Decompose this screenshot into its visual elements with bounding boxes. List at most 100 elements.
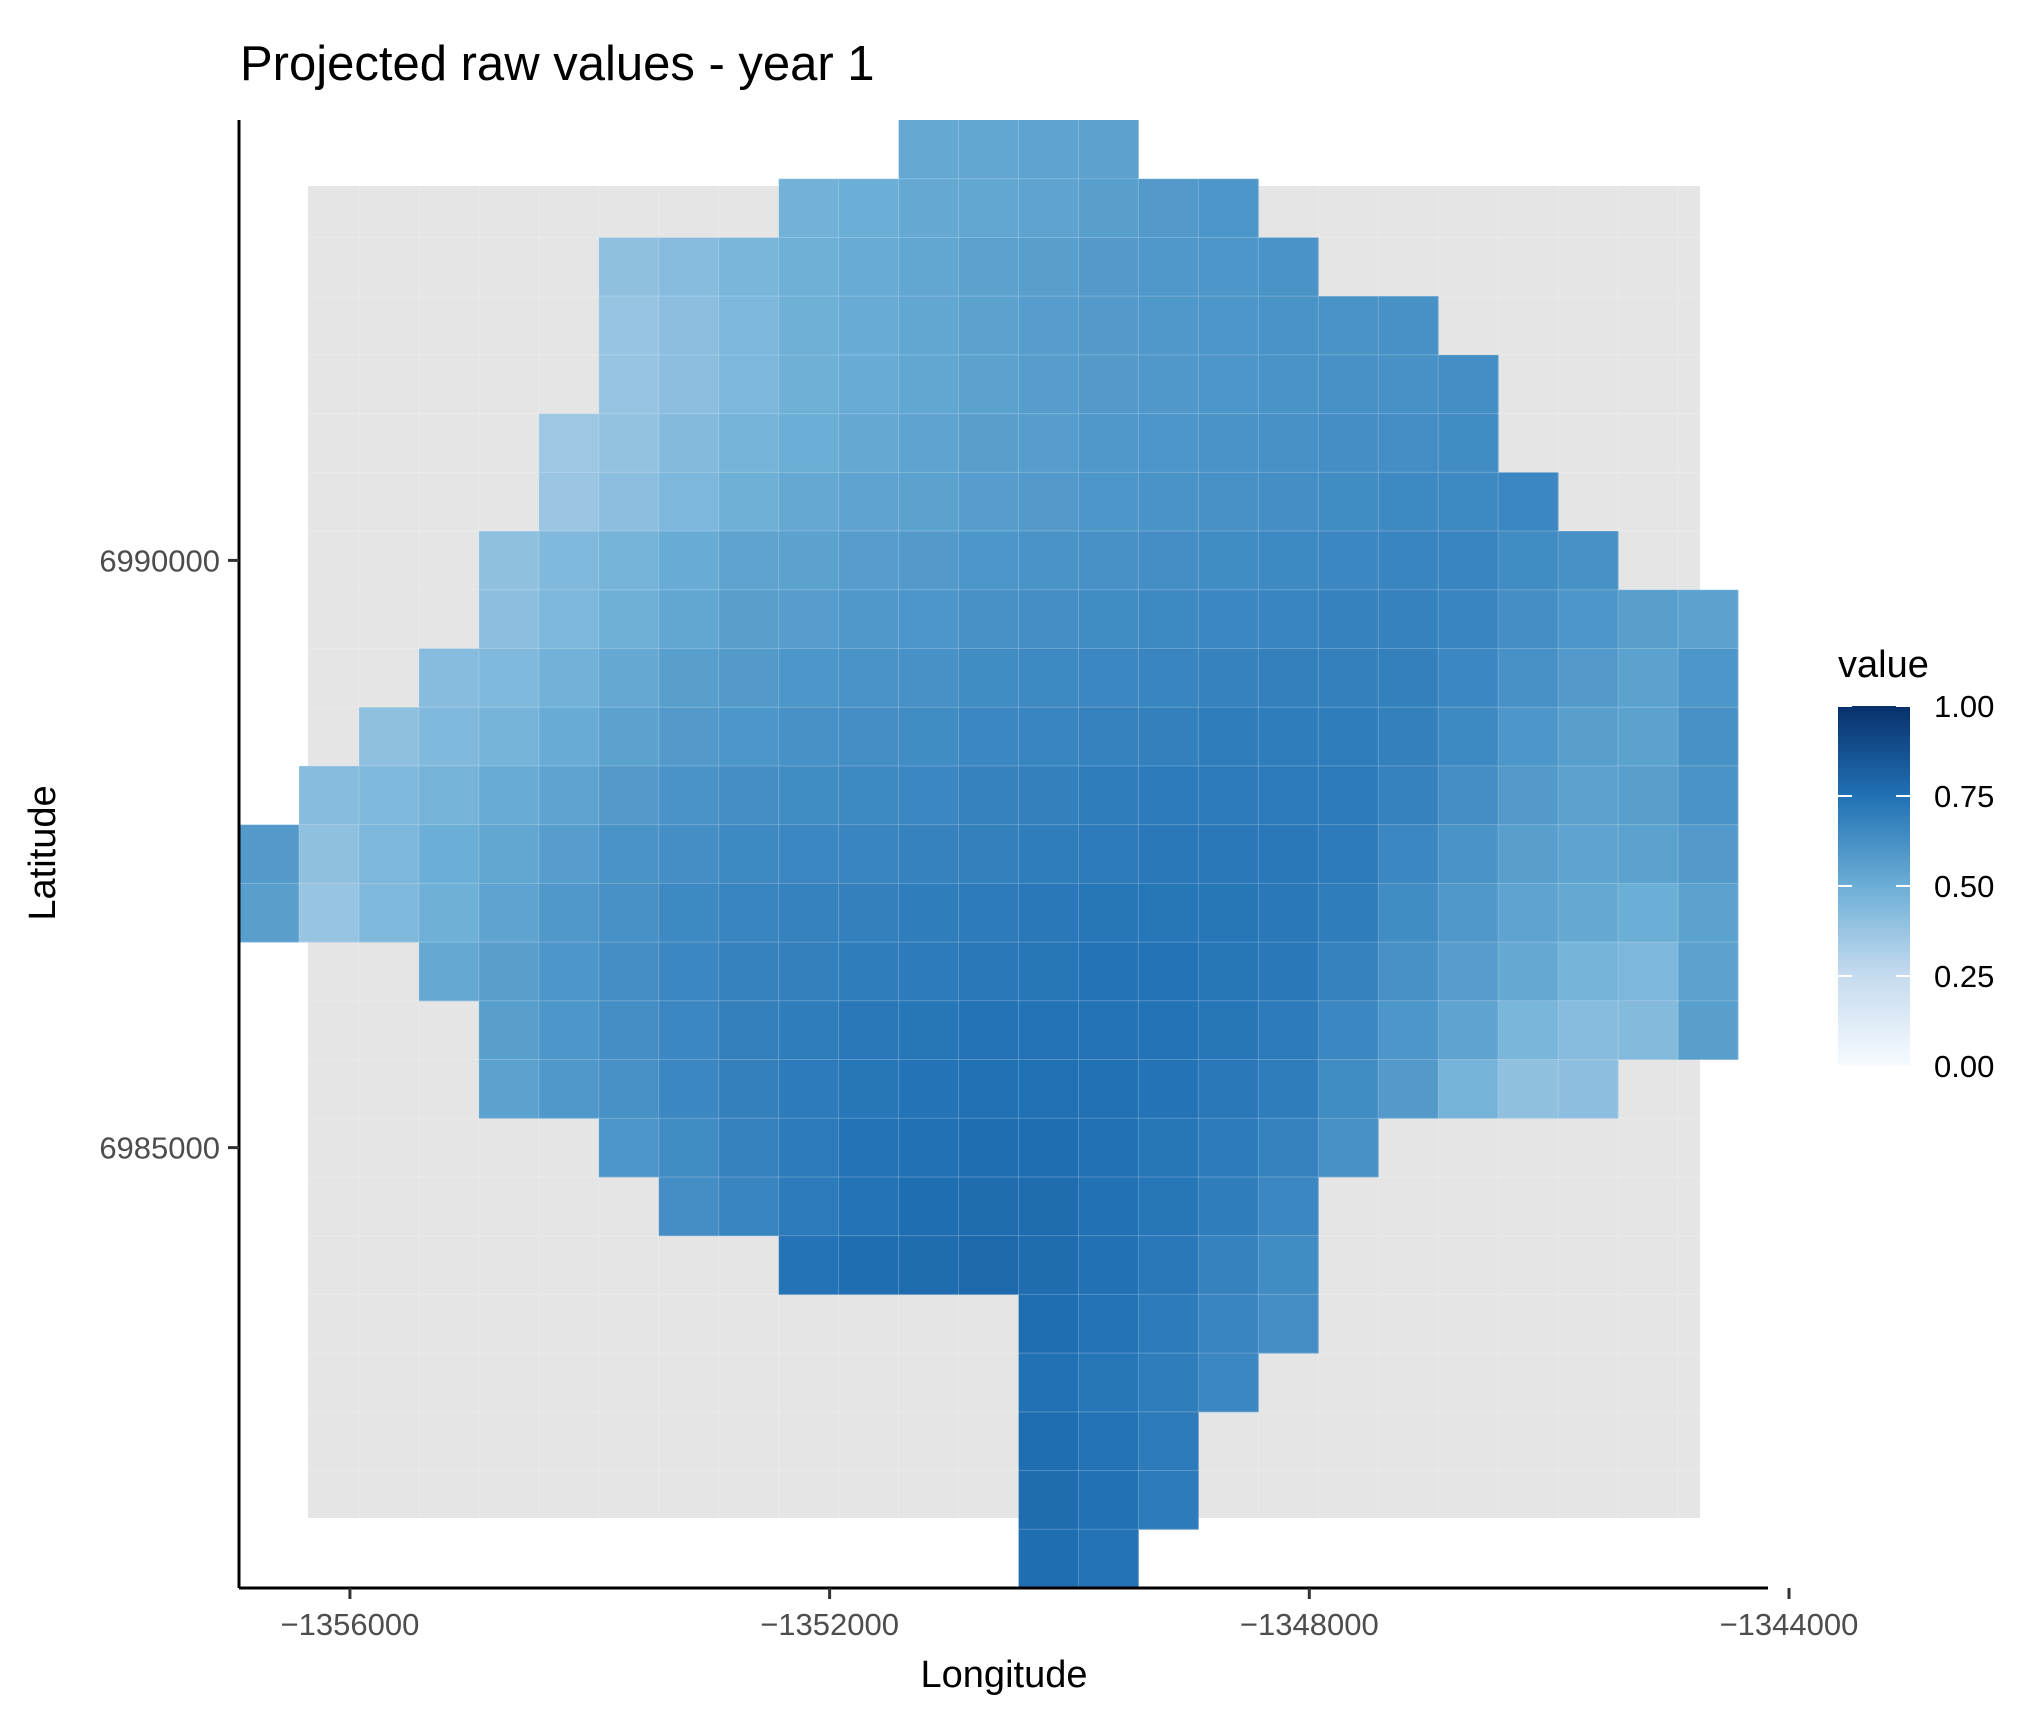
heatmap-cell xyxy=(1378,942,1439,1002)
heatmap-cell xyxy=(718,589,780,649)
heatmap-cell xyxy=(658,354,720,414)
heatmap-cell xyxy=(1018,1176,1079,1237)
heatmap-cell xyxy=(778,413,840,473)
heatmap-cell xyxy=(1018,237,1079,297)
heatmap-cell xyxy=(1618,648,1679,708)
heatmap-cell xyxy=(898,472,959,532)
heatmap-cell xyxy=(418,765,480,826)
heatmap-cell xyxy=(418,942,480,1002)
heatmap-cell xyxy=(1258,942,1319,1002)
heatmap-cell xyxy=(718,413,780,473)
heatmap-cell xyxy=(838,824,899,884)
heatmap-cell xyxy=(1438,589,1499,649)
heatmap-cell xyxy=(1138,531,1199,591)
heatmap-cell xyxy=(1078,1353,1139,1413)
heatmap-cell xyxy=(1258,765,1319,826)
heatmap-cell xyxy=(1018,589,1079,649)
legend-label: 0.25 xyxy=(1934,959,1994,994)
heatmap-cell xyxy=(1558,531,1619,591)
heatmap-cell xyxy=(1438,824,1499,884)
heatmap-cell xyxy=(718,765,780,826)
heatmap-cell xyxy=(1018,1294,1079,1354)
heatmap-cell xyxy=(658,1118,720,1178)
x-axis-title: Longitude xyxy=(921,1654,1088,1696)
heatmap-cell xyxy=(958,589,1019,649)
heatmap-cell xyxy=(1318,472,1379,532)
heatmap-cell xyxy=(1378,413,1439,473)
heatmap-cell xyxy=(1558,824,1619,884)
heatmap-cell xyxy=(1498,707,1559,767)
heatmap-cell xyxy=(778,1235,840,1295)
heatmap-cell xyxy=(1378,589,1439,649)
heatmap-cell xyxy=(1378,824,1439,884)
heatmap-cell xyxy=(958,1059,1019,1119)
heatmap-cell xyxy=(658,472,720,532)
heatmap-cell xyxy=(718,707,780,767)
heatmap-cell xyxy=(1198,531,1259,591)
heatmap-cell xyxy=(1258,707,1319,767)
heatmap-cell xyxy=(1198,1059,1259,1119)
heatmap-cell xyxy=(1018,1118,1079,1178)
heatmap-cell xyxy=(1558,589,1619,649)
heatmap-cell xyxy=(718,354,780,414)
heatmap-cell xyxy=(418,707,480,767)
heatmap-cell xyxy=(1678,824,1739,884)
heatmap-cell xyxy=(1078,824,1139,884)
heatmap-cell xyxy=(1198,824,1259,884)
heatmap-cell xyxy=(658,1059,720,1119)
heatmap-cell xyxy=(1678,883,1739,943)
heatmap-cell xyxy=(1078,1529,1139,1589)
heatmap-cell xyxy=(1198,472,1259,532)
heatmap-cell xyxy=(1438,707,1499,767)
heatmap-cell xyxy=(1558,1000,1619,1060)
heatmap-cell xyxy=(478,765,540,826)
heatmap-cell xyxy=(1438,648,1499,708)
legend-title: value xyxy=(1838,644,1929,686)
heatmap-cell xyxy=(1378,1000,1439,1060)
heatmap-cell xyxy=(1498,883,1559,943)
heatmap-cell xyxy=(1198,413,1259,473)
heatmap-cell xyxy=(1378,883,1439,943)
heatmap-cell xyxy=(1258,824,1319,884)
heatmap-cell xyxy=(1018,1059,1079,1119)
heatmap-cell xyxy=(778,178,840,238)
heatmap-cell xyxy=(1558,883,1619,943)
legend-label: 1.00 xyxy=(1934,689,1994,724)
heatmap-cell xyxy=(358,765,420,826)
heatmap-cell xyxy=(898,531,959,591)
heatmap-cell xyxy=(1078,707,1139,767)
heatmap-cell xyxy=(838,883,899,943)
heatmap-cell xyxy=(958,1176,1019,1237)
heatmap-cell xyxy=(898,354,959,414)
heatmap-cell xyxy=(838,589,899,649)
heatmap-cell xyxy=(658,237,720,297)
heatmap-cell xyxy=(1258,413,1319,473)
heatmap-cell xyxy=(658,824,720,884)
heatmap-cell xyxy=(1078,354,1139,414)
heatmap-cell xyxy=(838,648,899,708)
heatmap-cell xyxy=(718,942,780,1002)
heatmap-cell xyxy=(1078,237,1139,297)
heatmap-cell xyxy=(1678,765,1739,826)
heatmap-cell xyxy=(478,824,540,884)
heatmap-cell xyxy=(478,648,540,708)
heatmap-cell xyxy=(898,178,959,238)
heatmap-cell xyxy=(1018,120,1079,180)
heatmap-cell xyxy=(778,765,840,826)
heatmap-cell xyxy=(538,413,600,473)
heatmap-cell xyxy=(838,1118,899,1178)
heatmap-cell xyxy=(1018,354,1079,414)
heatmap-cell xyxy=(778,883,840,943)
heatmap-cell xyxy=(958,707,1019,767)
heatmap-cell xyxy=(1018,883,1079,943)
heatmap-cell xyxy=(778,354,840,414)
heatmap-cell xyxy=(1018,707,1079,767)
legend-ticks: 1.00 0.75 0.50 0.25 0.00 xyxy=(1838,689,1994,1084)
heatmap-cell xyxy=(778,942,840,1002)
heatmap-cell xyxy=(1258,1294,1319,1354)
heatmap-cell xyxy=(1558,648,1619,708)
heatmap-cell xyxy=(1078,1176,1139,1237)
heatmap-cell xyxy=(1138,648,1199,708)
heatmap-cell xyxy=(1618,824,1679,884)
heatmap-cell xyxy=(1498,1000,1559,1060)
